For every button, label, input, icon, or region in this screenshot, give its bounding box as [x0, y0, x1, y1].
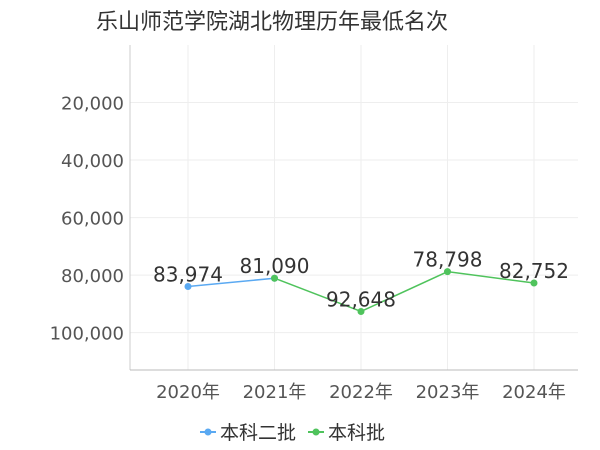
legend[interactable]: 本科二批 本科批 [200, 422, 385, 444]
y-tick-label: 100,000 [50, 324, 124, 345]
legend-label: 本科批 [328, 422, 385, 444]
x-tick-label: 2024年 [502, 382, 566, 403]
series-points [184, 268, 538, 315]
legend-item[interactable]: 本科二批 [200, 422, 296, 444]
chart-title: 乐山师范学院湖北物理历年最低名次 [96, 10, 449, 35]
x-tick-label: 2023年 [416, 382, 480, 403]
y-tick-label: 40,000 [61, 151, 124, 172]
grid-lines [130, 45, 578, 370]
data-label: 78,798 [413, 248, 483, 272]
y-tick-label: 60,000 [61, 209, 124, 230]
legend-marker [204, 428, 212, 436]
data-point [530, 279, 538, 287]
axes [129, 45, 578, 371]
data-point [184, 283, 192, 291]
data-point [271, 274, 278, 282]
data-point [357, 307, 365, 315]
x-axis-ticks: 2020年 2021年 2022年 2023年 2024年 [156, 382, 566, 403]
x-tick-label: 2021年 [243, 382, 307, 403]
data-label: 81,090 [240, 254, 310, 278]
data-labels: 83,974 81,090 92,648 78,798 82,752 [153, 248, 569, 312]
x-tick-label: 2020年 [156, 382, 220, 403]
legend-item[interactable]: 本科批 [308, 422, 385, 444]
x-tick-label: 2022年 [329, 382, 393, 403]
y-tick-label: 20,000 [61, 94, 124, 115]
series-lines [187, 270, 535, 313]
legend-marker [312, 428, 320, 436]
series-line [187, 277, 275, 288]
y-tick-label: 80,000 [61, 266, 124, 287]
series-line [274, 270, 535, 313]
y-axis-ticks: 20,000 40,000 60,000 80,000 100,000 [50, 94, 124, 345]
legend-label: 本科二批 [220, 422, 296, 444]
data-label: 92,648 [326, 287, 396, 311]
data-point [444, 268, 451, 276]
data-label: 83,974 [153, 263, 223, 287]
data-label: 82,752 [499, 259, 569, 283]
